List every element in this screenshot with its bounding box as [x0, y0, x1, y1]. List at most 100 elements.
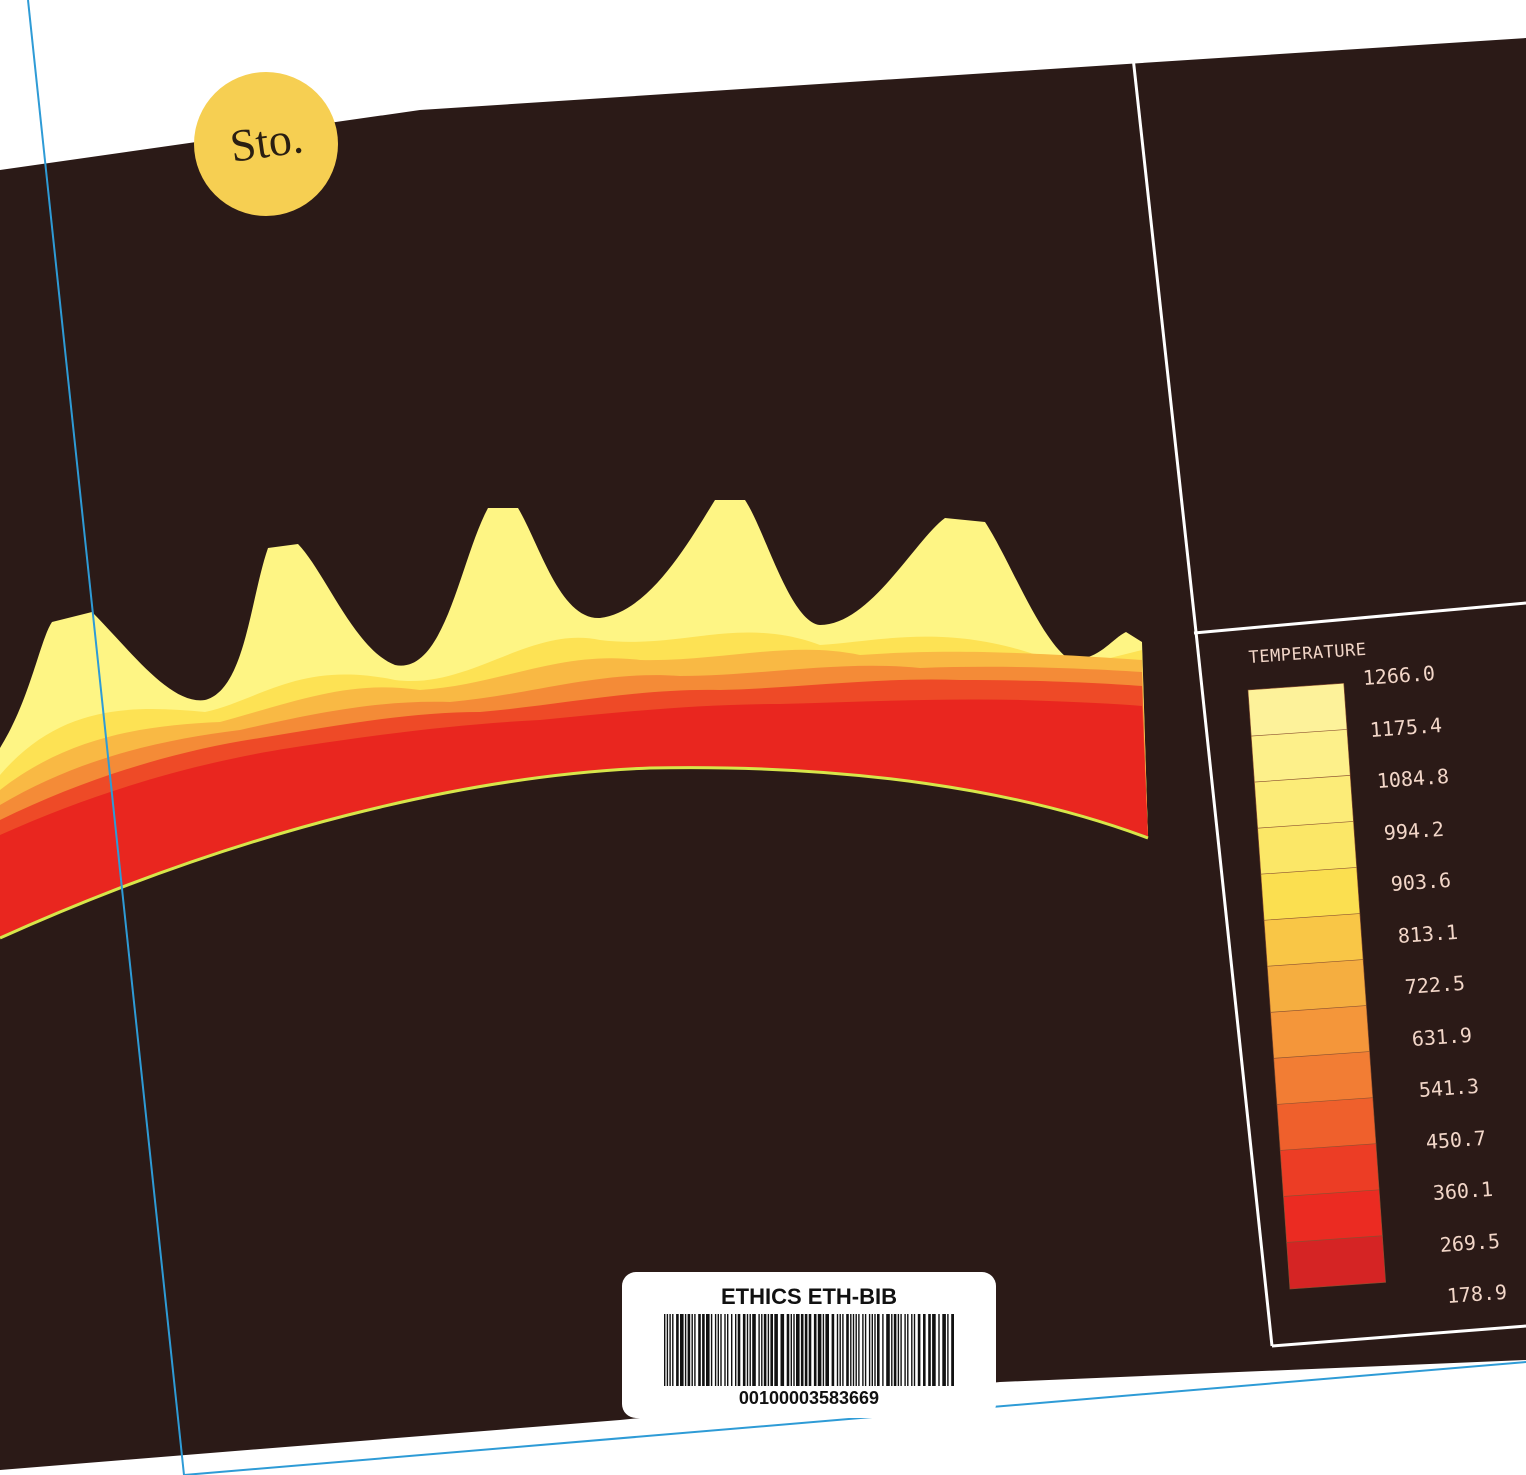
frame-line-bottom: [183, 1361, 1526, 1475]
barcode-bar: [724, 1314, 726, 1386]
legend-value: 1266.0: [1362, 660, 1436, 690]
barcode-bar: [676, 1314, 679, 1386]
barcode-bar: [702, 1314, 705, 1386]
legend-band: [1283, 1189, 1383, 1244]
library-barcode-label: ETHICS ETH-BIB 00100003583669: [622, 1272, 996, 1418]
barcode-bar: [770, 1314, 773, 1386]
barcode-bar: [698, 1314, 701, 1386]
barcode-bar: [911, 1314, 913, 1386]
barcode-bar: [749, 1314, 751, 1386]
legend-band: [1257, 821, 1358, 876]
divider-line-legend-bottom: [1271, 1324, 1526, 1348]
barcode-bar: [886, 1314, 890, 1386]
sticker-text: Sto.: [226, 110, 306, 172]
barcode-bar: [758, 1314, 760, 1386]
barcode-bar: [864, 1314, 867, 1386]
legend-value: 722.5: [1404, 970, 1466, 999]
barcode-bar: [831, 1314, 835, 1386]
divider-line-vertical-top: [1130, 47, 1198, 633]
legend-band: [1247, 682, 1348, 737]
color-scale-bar: [1247, 682, 1386, 1290]
divider-line-vertical-bottom: [1194, 631, 1274, 1347]
legend-band: [1270, 1005, 1370, 1060]
barcode-bar: [813, 1314, 817, 1386]
barcode-bar: [666, 1314, 669, 1386]
barcode-bar: [720, 1314, 722, 1386]
barcode-bar: [710, 1314, 713, 1386]
barcode-bar: [874, 1314, 876, 1386]
temperature-layer-6: [0, 699, 1148, 938]
barcode-bar: [893, 1314, 897, 1386]
legend-value: 994.2: [1383, 816, 1445, 845]
barcode-bar: [717, 1314, 719, 1386]
barcode-bar: [774, 1314, 778, 1386]
barcode-bar: [669, 1314, 671, 1386]
legend-band: [1266, 959, 1367, 1014]
barcode-bar: [868, 1314, 871, 1386]
barcode-bar: [904, 1314, 906, 1386]
barcode-bar: [942, 1314, 946, 1386]
barcode-bar: [786, 1314, 790, 1386]
barcode-bar: [800, 1314, 804, 1386]
barcode-bar: [687, 1314, 691, 1386]
barcode-number: 00100003583669: [738, 1388, 880, 1408]
barcode-bar: [928, 1314, 931, 1386]
barcode-bar: [742, 1314, 746, 1386]
legend-value: 903.6: [1390, 867, 1452, 896]
barcode-bar: [871, 1314, 873, 1386]
barcode-bar: [913, 1314, 916, 1386]
barcode-bar: [923, 1314, 926, 1386]
legend-value: 178.9: [1446, 1279, 1508, 1308]
barcode-bar: [836, 1314, 839, 1386]
legend-band: [1286, 1235, 1386, 1290]
legend-band: [1273, 1051, 1374, 1106]
barcode-bar: [932, 1314, 936, 1386]
barcode-bar: [858, 1314, 860, 1386]
legend-band: [1250, 729, 1351, 783]
legend-value: 631.9: [1411, 1022, 1473, 1051]
barcode-bar: [752, 1314, 756, 1386]
barcode-bar: [731, 1314, 733, 1386]
barcode-bar: [793, 1314, 795, 1386]
barcode-bar: [808, 1314, 812, 1386]
legend-value: 813.1: [1397, 919, 1459, 948]
frame-line-left: [27, 0, 185, 1475]
barcode-bar: [855, 1314, 857, 1386]
barcode-bar: [790, 1314, 792, 1386]
legend-value: 541.3: [1418, 1073, 1480, 1102]
barcode-bar: [727, 1314, 729, 1386]
legend-band: [1254, 775, 1354, 829]
legend-band: [1260, 867, 1361, 922]
barcode-bar: [672, 1314, 674, 1386]
legend-band: [1279, 1143, 1380, 1198]
barcode-bar: [938, 1314, 940, 1386]
barcode-bar: [947, 1314, 949, 1386]
legend-band: [1263, 913, 1364, 968]
inner-boundary-line: [0, 766, 1149, 940]
divider-line-horizontal: [1193, 601, 1526, 635]
barcode-bar: [877, 1314, 880, 1386]
barcode-bar: [822, 1314, 825, 1386]
barcode-bar: [664, 1314, 666, 1386]
barcode-bar: [897, 1314, 900, 1386]
barcode-bar: [684, 1314, 687, 1386]
legend-value: 269.5: [1439, 1228, 1501, 1257]
legend-value: 1175.4: [1369, 712, 1443, 742]
barcode-bar: [891, 1314, 893, 1386]
barcode-bar: [951, 1314, 954, 1386]
barcode-bar: [767, 1314, 770, 1386]
legend-value: 360.1: [1432, 1176, 1494, 1205]
shelf-sticker: Sto.: [194, 72, 338, 216]
barcode-bar: [862, 1314, 864, 1386]
barcode-bar: [850, 1314, 852, 1386]
barcode-bar: [706, 1314, 710, 1386]
barcode-bar: [846, 1314, 849, 1386]
barcode-bar: [907, 1314, 909, 1386]
barcode-bar: [917, 1314, 921, 1386]
barcode-bar: [691, 1314, 693, 1386]
library-label-title: ETHICS ETH-BIB: [721, 1284, 897, 1309]
barcode-bar: [882, 1314, 884, 1386]
barcode-bar: [680, 1314, 684, 1386]
barcode-bar: [804, 1314, 808, 1386]
barcode-bar: [746, 1314, 749, 1386]
